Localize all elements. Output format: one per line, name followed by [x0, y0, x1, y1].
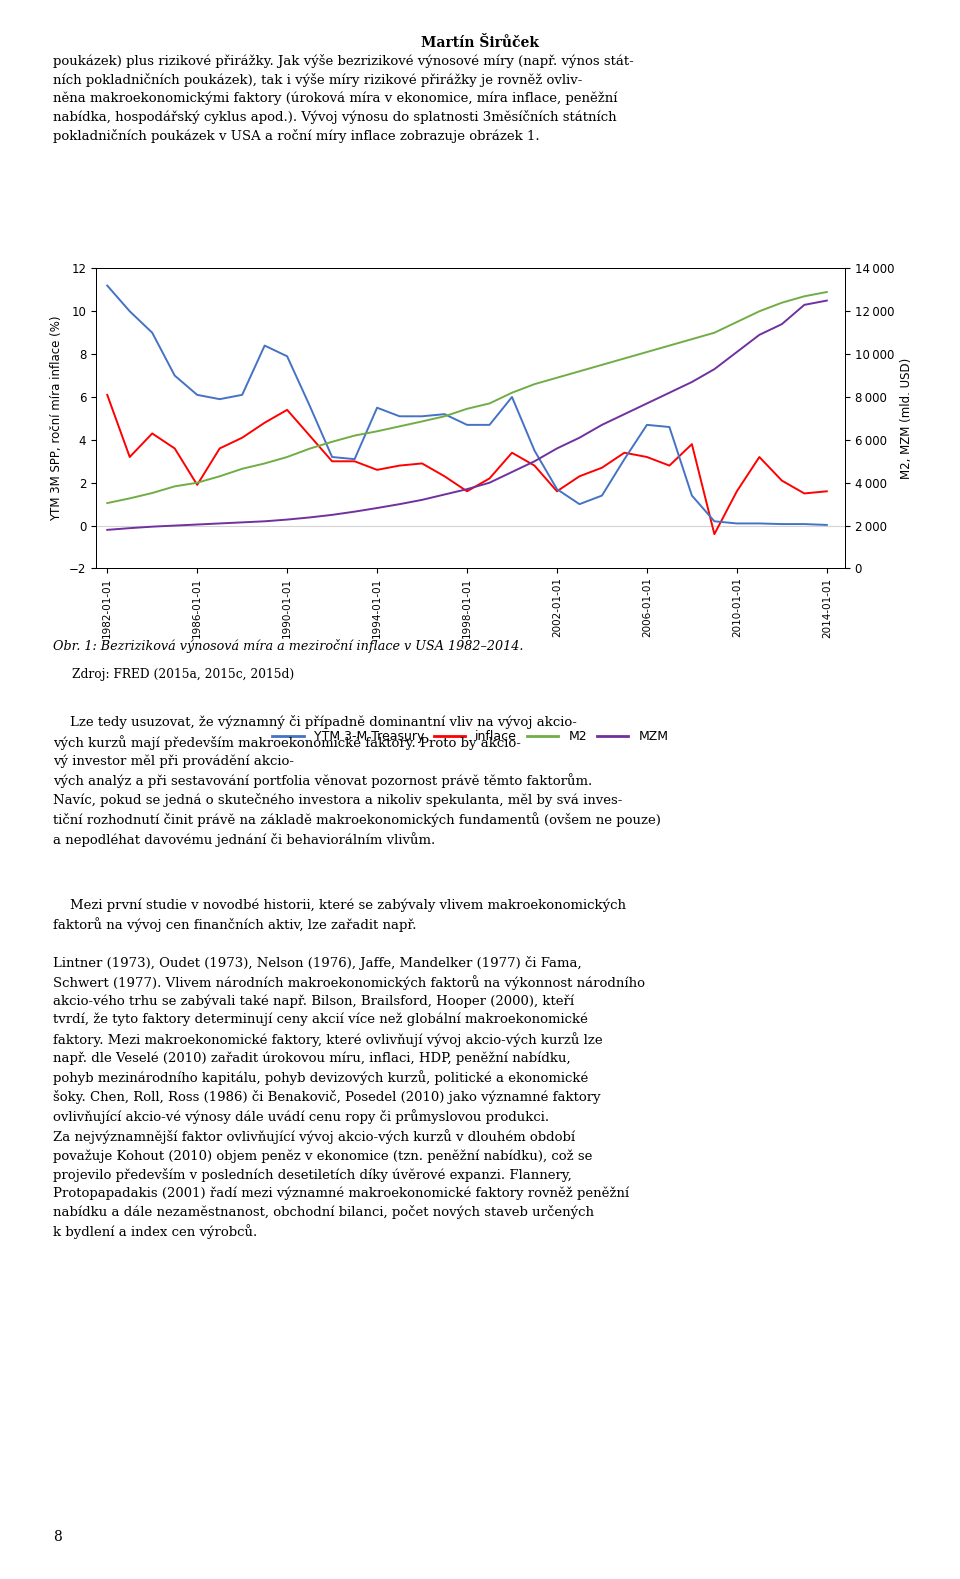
Y-axis label: M2, MZM (mld. USD): M2, MZM (mld. USD): [900, 358, 913, 478]
Text: 8: 8: [53, 1530, 61, 1544]
Text: Martín Širůček: Martín Širůček: [421, 36, 539, 51]
Text: Zdroj: FRED (2015a, 2015c, 2015d): Zdroj: FRED (2015a, 2015c, 2015d): [72, 668, 295, 681]
Legend: YTM 3-M Treasury, inflace, M2, MZM: YTM 3-M Treasury, inflace, M2, MZM: [268, 725, 673, 748]
Text: poukázek) plus rizikové přirážky. Jak výše bezrizikové výnosové míry (např. výno: poukázek) plus rizikové přirážky. Jak vý…: [53, 54, 634, 142]
Y-axis label: YTM 3M SPP, roční míra inflace (%): YTM 3M SPP, roční míra inflace (%): [50, 316, 63, 521]
Text: Mezi první studie v novodbé historii, které se zabývaly vlivem makroekonomických: Mezi první studie v novodbé historii, kt…: [53, 898, 626, 932]
Text: Lze tedy usuzovat, že významný či případně dominantní vliv na vývoj akcio-
vých : Lze tedy usuzovat, že významný či případ…: [53, 715, 660, 848]
Text: Lintner (1973), Oudet (1973), Nelson (1976), Jaffe, Mandelker (1977) či Fama,
Sc: Lintner (1973), Oudet (1973), Nelson (19…: [53, 955, 645, 1240]
Text: Obr. 1: Bezriziková výnosová míra a meziroční inflace v USA 1982–2014.: Obr. 1: Bezriziková výnosová míra a mezi…: [53, 639, 523, 654]
